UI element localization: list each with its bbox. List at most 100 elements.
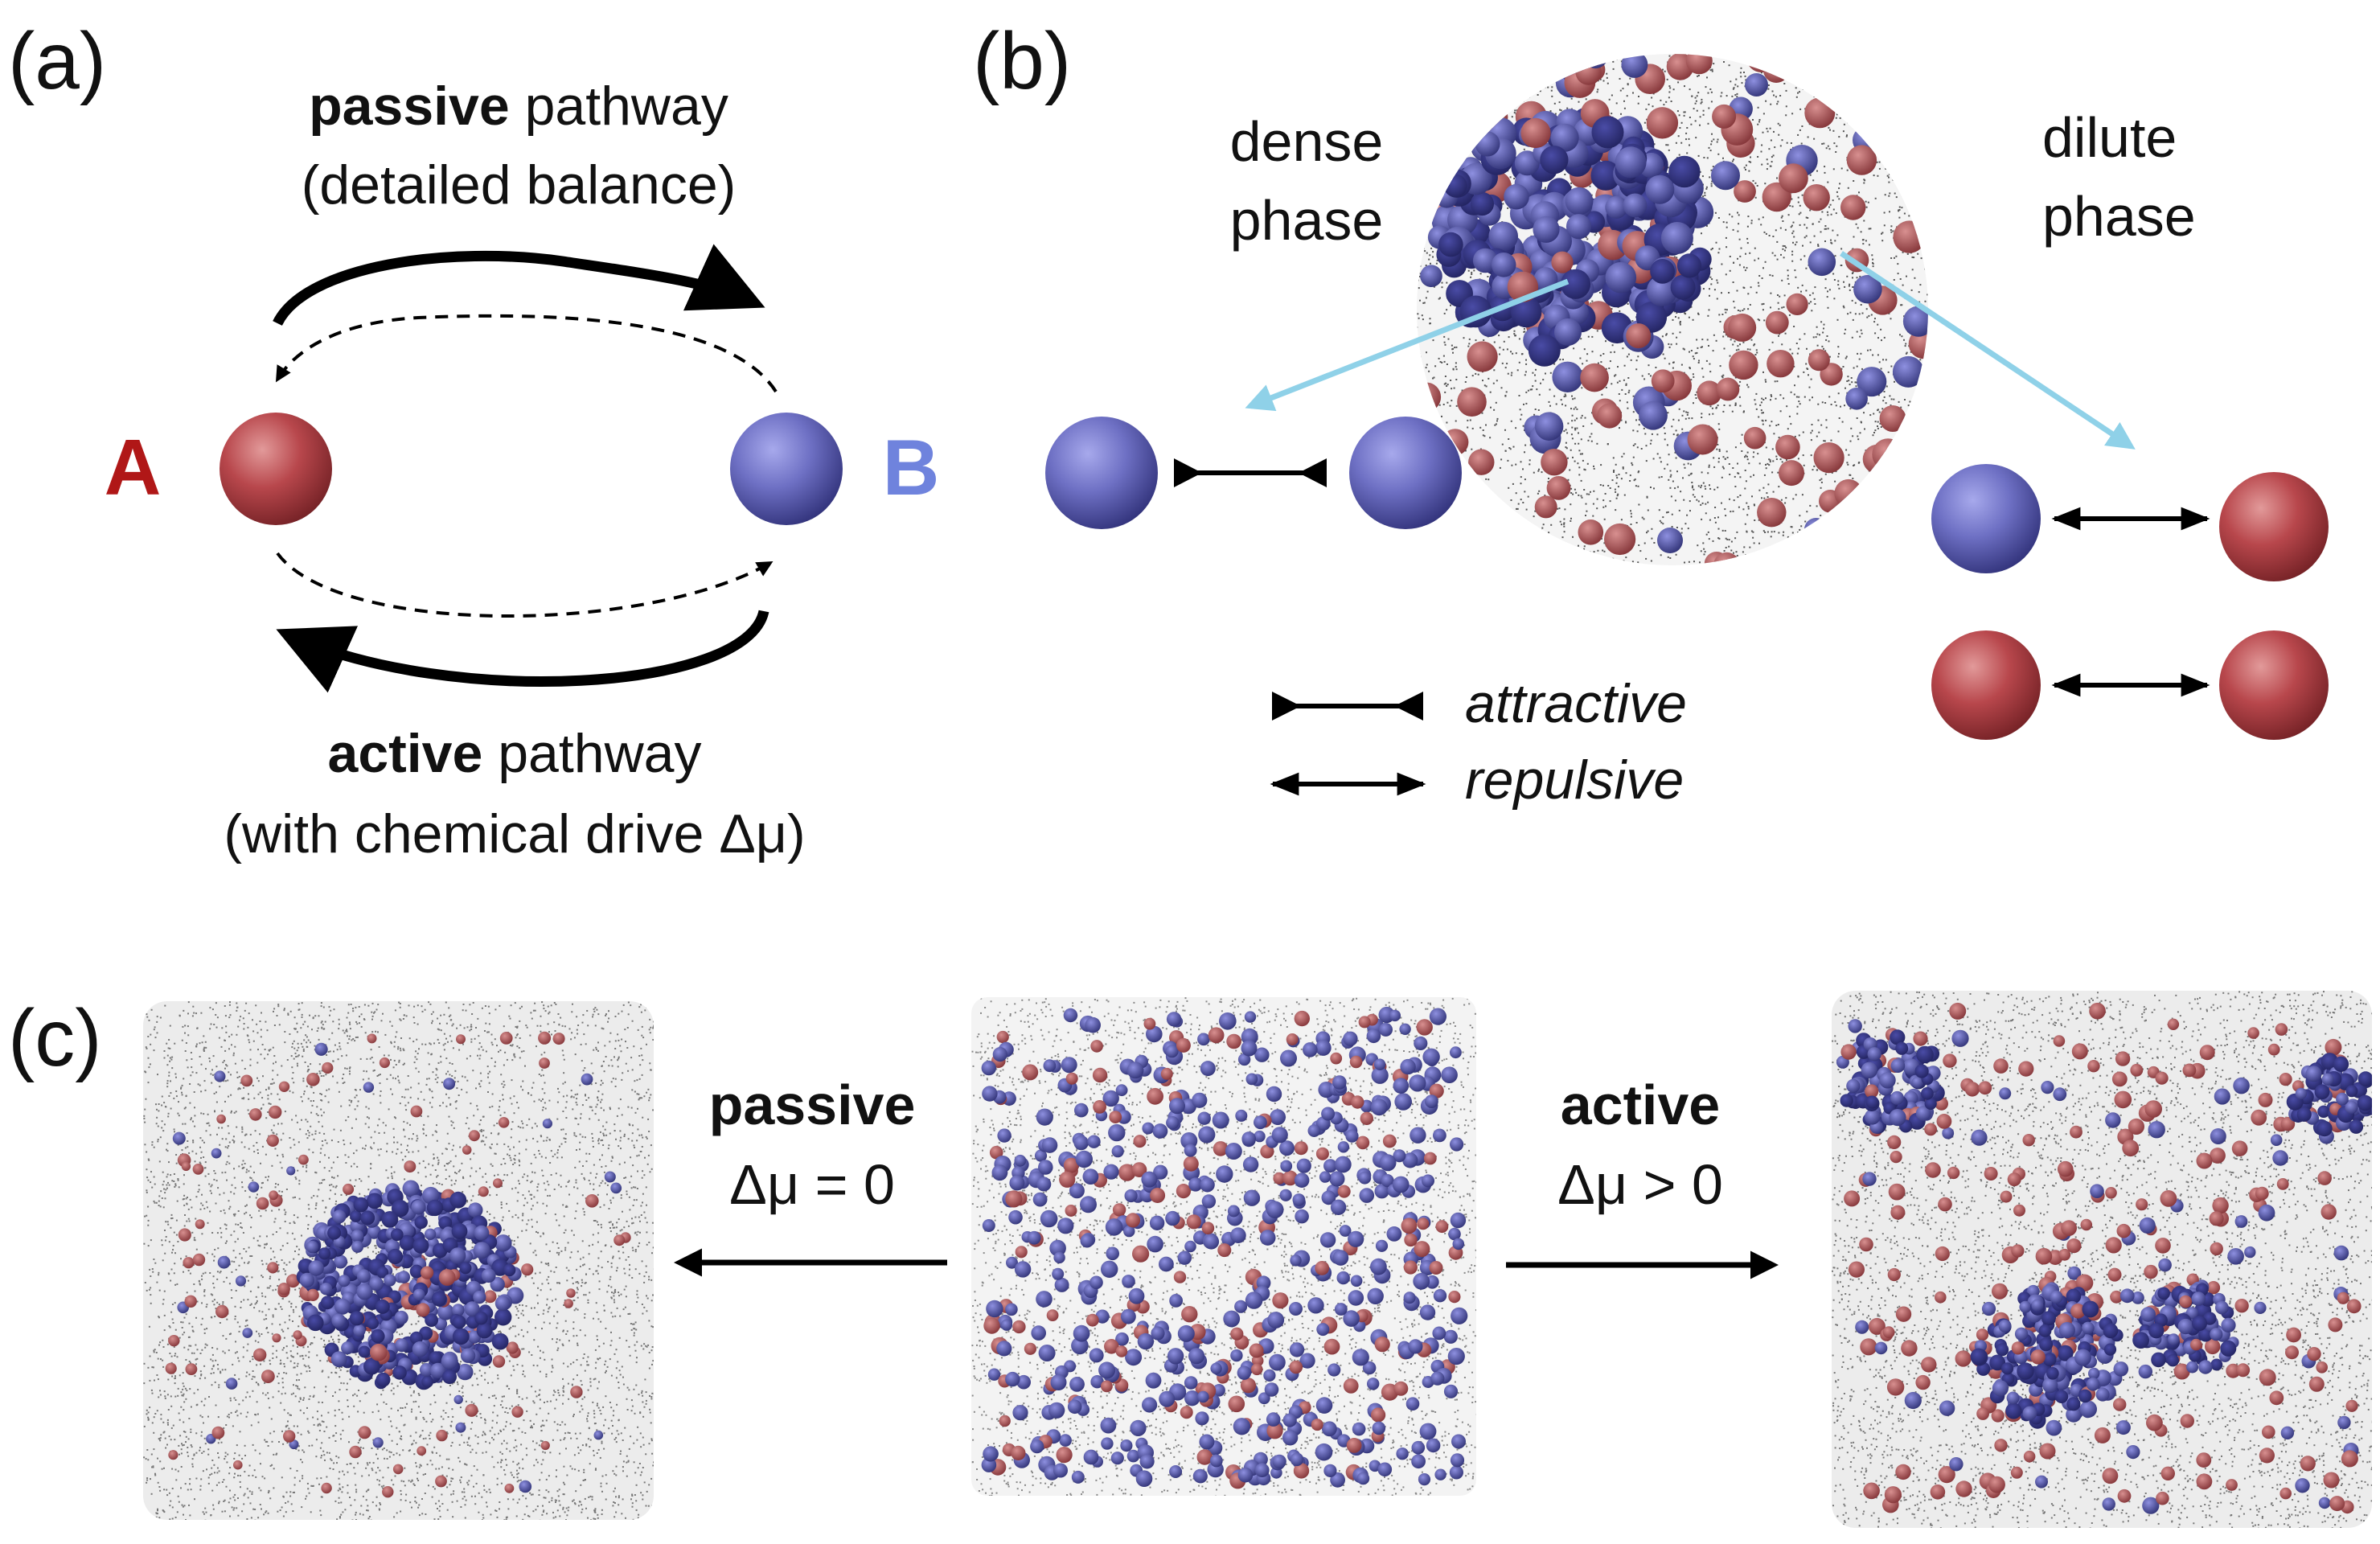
solvent-dot <box>1693 376 1695 378</box>
solvent-dot <box>1434 154 1437 156</box>
solvent-dot <box>1883 396 1886 398</box>
solvent-dot <box>1466 95 1468 96</box>
solvent-dot <box>1561 403 1563 405</box>
solvent-dot <box>1723 550 1726 552</box>
solvent-dot <box>1436 100 1438 102</box>
solvent-dot <box>1872 434 1874 437</box>
solvent-dot <box>1759 404 1762 406</box>
solvent-dot <box>1918 428 1920 430</box>
solvent-dot <box>1837 355 1840 358</box>
red-particle <box>1646 107 1679 139</box>
red-particle <box>1489 54 1516 80</box>
solvent-dot <box>1898 542 1901 544</box>
solvent-dot <box>1824 350 1827 352</box>
solvent-dot <box>1594 234 1596 236</box>
solvent-dot <box>1446 401 1449 404</box>
solvent-dot <box>1700 487 1702 489</box>
solvent-dot <box>1648 103 1650 105</box>
solvent-dot <box>1707 92 1709 94</box>
solvent-dot <box>1824 440 1826 442</box>
solvent-dot <box>1614 561 1616 564</box>
solvent-dot <box>1918 216 1920 219</box>
solvent-dot <box>1844 60 1847 62</box>
solvent-dot <box>1767 483 1770 486</box>
solvent-dot <box>1784 249 1786 252</box>
solvent-dot <box>1799 515 1801 517</box>
red-particle <box>1626 323 1652 349</box>
solvent-dot <box>1760 72 1762 74</box>
solvent-dot <box>1816 326 1818 328</box>
solvent-dot <box>543 1182 545 1185</box>
solvent-dot <box>1790 526 1792 528</box>
solvent-dot <box>1721 375 1723 377</box>
solvent-dot <box>1718 248 1721 250</box>
solvent-dot <box>1694 96 1697 99</box>
solvent-dot <box>600 1140 602 1142</box>
solvent-dot <box>1695 137 1697 139</box>
solvent-dot <box>1418 233 1421 236</box>
solvent-dot <box>1743 410 1745 413</box>
solvent-dot <box>1508 487 1510 489</box>
red-particle <box>1893 220 1926 253</box>
solvent-dot <box>583 1471 585 1473</box>
solvent-dot <box>1894 257 1895 259</box>
solvent-dot <box>1418 212 1421 215</box>
solvent-dot <box>1908 121 1910 124</box>
solvent-dot <box>1770 139 1772 142</box>
solvent-dot <box>1435 152 1438 154</box>
solvent-dot <box>1676 486 1679 488</box>
solvent-dot <box>1467 559 1469 561</box>
solvent-dot <box>1742 310 1744 311</box>
solvent-dot <box>1440 99 1442 101</box>
solvent-dot <box>1761 163 1763 166</box>
solvent-dot <box>1805 235 1808 237</box>
solvent-dot <box>1728 463 1730 465</box>
solvent-dot <box>259 1020 261 1022</box>
solvent-dot <box>1565 447 1568 450</box>
solvent-dot <box>496 1143 499 1145</box>
solvent-dot <box>1810 61 1812 64</box>
solvent-dot <box>1423 565 1425 566</box>
solvent-dot <box>1896 565 1898 566</box>
solvent-dot <box>1705 186 1708 188</box>
solvent-dot <box>1548 478 1549 479</box>
solvent-dot <box>444 1164 445 1167</box>
solvent-dot <box>1509 176 1512 179</box>
solvent-dot <box>152 1465 154 1468</box>
solvent-dot <box>1478 547 1480 549</box>
blue-particle <box>1670 274 1696 300</box>
solvent-dot <box>1664 70 1666 72</box>
solvent-dot <box>1820 321 1823 323</box>
solvent-dot <box>635 1500 638 1502</box>
solvent-dot <box>1911 269 1914 271</box>
solvent-dot <box>563 1438 565 1440</box>
solvent-dot <box>1697 362 1700 363</box>
solvent-dot <box>1691 417 1693 420</box>
solvent-dot <box>1791 113 1794 115</box>
solvent-dot <box>1534 409 1537 410</box>
solvent-dot <box>1750 530 1753 532</box>
solvent-dot <box>1574 427 1576 429</box>
solvent-dot <box>548 1194 551 1197</box>
solvent-dot <box>1816 469 1818 471</box>
solvent-dot <box>1634 478 1636 481</box>
red-particle <box>1803 184 1830 211</box>
solvent-dot <box>1596 498 1598 500</box>
solvent-dot <box>1765 232 1767 235</box>
solvent-dot <box>1652 105 1654 108</box>
solvent-dot <box>1441 195 1443 198</box>
solvent-dot <box>1531 88 1533 90</box>
solvent-dot <box>1759 558 1761 561</box>
solvent-dot <box>1702 482 1705 484</box>
red-particle <box>1775 434 1800 460</box>
solvent-dot <box>1848 285 1850 287</box>
solvent-dot <box>1761 419 1763 421</box>
solvent-dot <box>1906 253 1909 255</box>
solvent-dot <box>1426 550 1428 552</box>
solvent-dot <box>1745 79 1747 81</box>
solvent-dot <box>1914 552 1916 554</box>
solvent-dot <box>1824 171 1826 174</box>
solvent-dot <box>1713 334 1715 336</box>
solvent-dot <box>1458 511 1460 513</box>
solvent-dot <box>1782 534 1784 536</box>
